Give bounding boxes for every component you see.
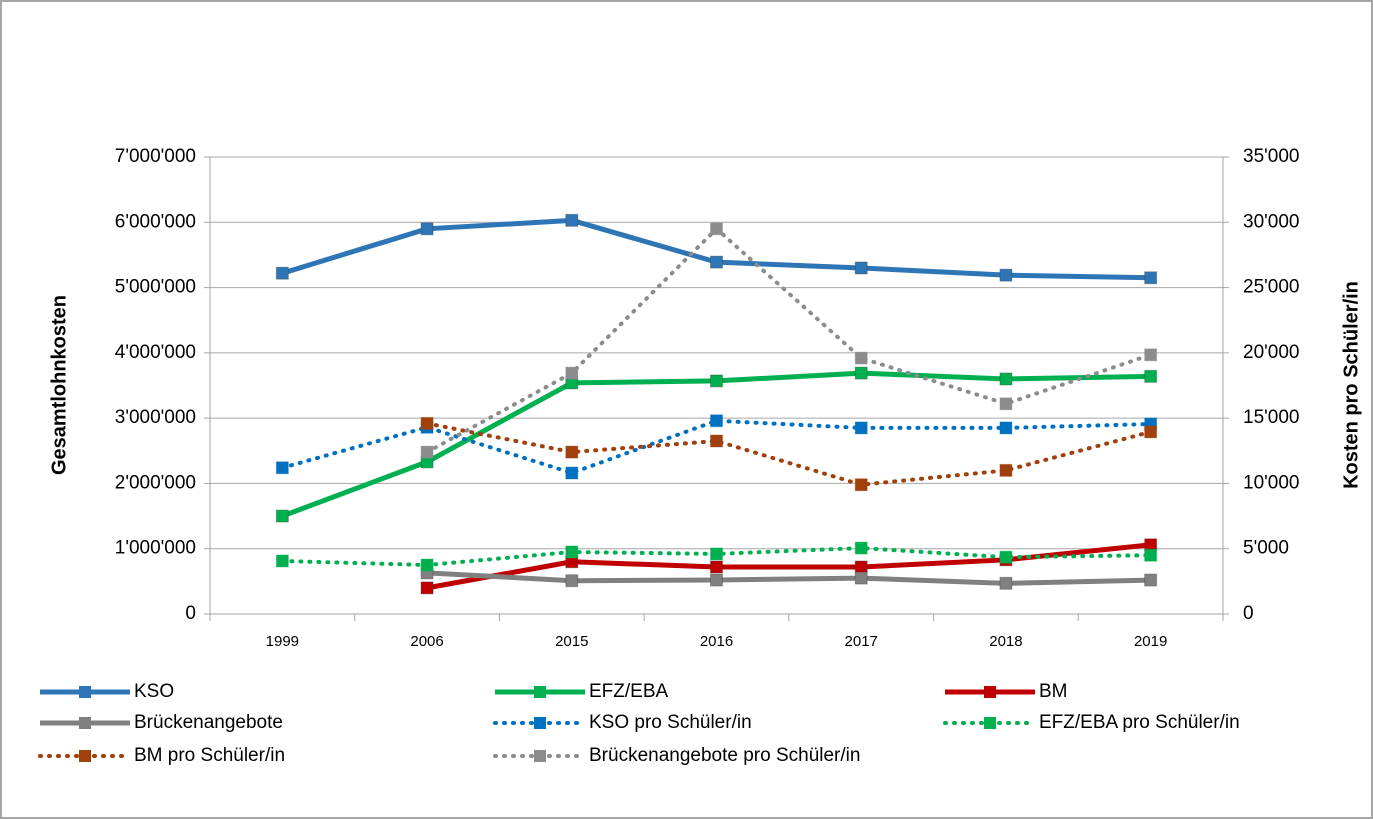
series-marker (710, 222, 723, 236)
series-marker (854, 366, 868, 380)
y2-axis-title: Kosten pro Schüler/in (1340, 281, 1362, 489)
y-tick-label: 6'000'000 (115, 211, 196, 232)
series-marker (854, 421, 868, 435)
y-tick-label: 3'000'000 (115, 407, 196, 428)
y2-tick-label: 20'000 (1243, 342, 1299, 363)
series-marker (420, 558, 434, 572)
legend-label: BM (1039, 681, 1068, 702)
series-marker (1144, 425, 1158, 439)
y-tick-label: 5'000'000 (115, 277, 196, 298)
legend-marker (984, 686, 996, 698)
series-marker (999, 372, 1013, 386)
y-tick-label: 7'000'000 (115, 146, 196, 167)
series-marker (710, 547, 723, 561)
legend-marker (79, 717, 91, 729)
legend-label: Brückenangebote pro Schüler/in (589, 745, 860, 766)
legend-label: EFZ/EBA pro Schüler/in (1039, 712, 1240, 733)
series-marker (565, 366, 579, 380)
y2-tick-label: 10'000 (1243, 472, 1299, 493)
series-marker (1144, 573, 1158, 587)
series-marker (275, 461, 289, 475)
series-marker (1144, 548, 1158, 562)
y-tick-label: 2'000'000 (115, 472, 196, 493)
series-marker (565, 466, 579, 480)
x-tick-label: 2017 (845, 633, 878, 650)
legend-label: KSO pro Schüler/in (589, 712, 752, 733)
series-marker (565, 213, 579, 227)
series-marker (999, 576, 1013, 590)
series-marker (420, 581, 434, 595)
legend-marker (79, 750, 91, 762)
legend-marker (534, 686, 546, 698)
legend-label: KSO (134, 681, 174, 702)
legend-label: Brückenangebote (134, 712, 283, 733)
legend-label: BM pro Schüler/in (134, 745, 285, 766)
legend-marker (534, 717, 546, 729)
series-marker (999, 550, 1013, 564)
legend-marker (79, 686, 91, 698)
y2-tick-label: 30'000 (1243, 211, 1299, 232)
x-tick-label: 1999 (266, 633, 299, 650)
y2-tick-label: 25'000 (1243, 277, 1299, 298)
legend-marker (534, 750, 546, 762)
series-marker (275, 554, 289, 568)
x-tick-label: 2019 (1134, 633, 1167, 650)
series-marker (710, 560, 723, 574)
series-marker (710, 573, 723, 587)
series-marker (854, 560, 868, 574)
series-line (425, 226, 1153, 455)
legend-label: EFZ/EBA (589, 681, 669, 702)
y2-tick-label: 15'000 (1243, 407, 1299, 428)
series-marker (420, 416, 434, 430)
series-marker (710, 374, 723, 388)
y2-tick-label: 5'000 (1243, 538, 1289, 559)
y2-tick-label: 0 (1243, 603, 1254, 624)
y-tick-label: 4'000'000 (115, 342, 196, 363)
series-marker (710, 255, 723, 269)
series-marker (854, 261, 868, 275)
series-marker (710, 434, 723, 448)
series-marker (999, 268, 1013, 282)
series-marker (1144, 369, 1158, 383)
series-marker (999, 421, 1013, 435)
series-marker (275, 266, 289, 280)
series-marker (854, 571, 868, 585)
legend-marker (984, 717, 996, 729)
y-tick-label: 1'000'000 (115, 538, 196, 559)
series-marker (565, 445, 579, 459)
series-line (426, 570, 1151, 586)
y2-tick-label: 35'000 (1243, 146, 1299, 167)
x-tick-label: 2006 (410, 633, 443, 650)
series-line (425, 421, 1153, 487)
series-marker (1144, 348, 1158, 362)
series-marker (854, 478, 868, 492)
x-tick-label: 2018 (989, 633, 1022, 650)
series-marker (999, 397, 1013, 411)
series-marker (420, 445, 434, 459)
series-marker (1144, 271, 1158, 285)
series-marker (420, 222, 434, 236)
series-marker (999, 463, 1013, 477)
series-marker (854, 351, 868, 365)
series-marker (565, 545, 579, 559)
series-marker (854, 541, 868, 555)
y-tick-label: 0 (185, 603, 196, 624)
series-marker (710, 414, 723, 428)
x-tick-label: 2016 (700, 633, 733, 650)
y-axis-title: Gesamtlohnkosten (48, 295, 70, 475)
series-marker (565, 574, 579, 588)
series-marker (275, 509, 289, 523)
x-tick-label: 2015 (555, 633, 588, 650)
